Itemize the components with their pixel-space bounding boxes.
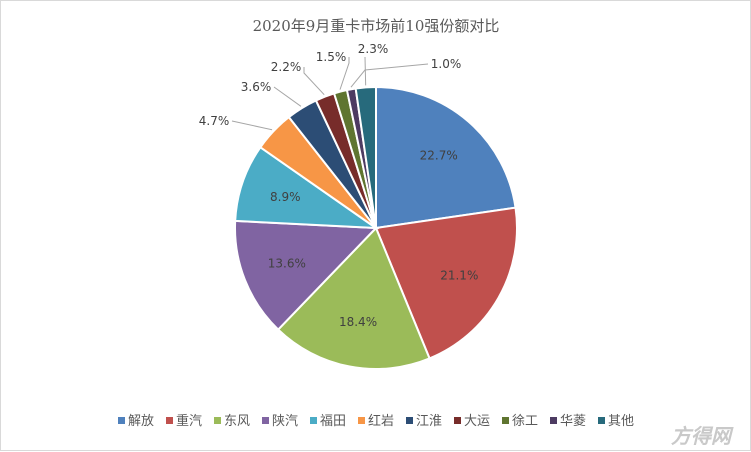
legend-swatch-3 <box>214 417 221 424</box>
data-label-7: 3.6% <box>241 80 272 94</box>
data-label-9: 1.5% <box>316 50 347 64</box>
data-label-5: 8.9% <box>270 190 301 204</box>
legend-label-5: 福田 <box>320 414 346 429</box>
pie-slice-2 <box>374 206 518 360</box>
leader-line-9 <box>339 57 350 90</box>
legend-swatch-8 <box>454 417 461 424</box>
pie-slices <box>234 85 518 370</box>
leader-lines <box>231 56 429 131</box>
legend-swatch-5 <box>310 417 317 424</box>
data-label-8: 2.2% <box>271 60 302 74</box>
data-label-10: 1.0% <box>431 57 462 71</box>
pie-slice-1 <box>375 85 517 230</box>
legend: 解放 重汽 东风 陕汽 福田 红岩 江淮 大运 徐工 华菱 其他 <box>118 413 634 429</box>
legend-label-1: 解放 <box>128 414 154 429</box>
pie-slice-3 <box>276 226 431 370</box>
data-label-3: 18.4% <box>339 315 377 329</box>
legend-label-8: 大运 <box>464 414 490 429</box>
legend-label-7: 江淮 <box>416 414 442 429</box>
legend-swatch-10 <box>550 417 557 424</box>
legend-label-11: 其他 <box>608 414 634 429</box>
leader-line-7 <box>273 86 302 107</box>
legend-swatch-7 <box>406 417 413 424</box>
legend-label-4: 陕汽 <box>272 414 298 429</box>
chart-title: 2020年9月重卡市场前10强份额对比 <box>253 17 500 35</box>
pie-slice-4 <box>234 219 379 331</box>
legend-label-10: 华菱 <box>560 414 586 429</box>
legend-label-3: 东风 <box>224 414 250 429</box>
leader-line-8 <box>303 67 325 96</box>
data-label-11: 2.3% <box>358 42 389 56</box>
legend-swatch-9 <box>502 417 509 424</box>
legend-label-9: 徐工 <box>512 414 538 429</box>
pie-slice-11 <box>354 85 377 229</box>
legend-swatch-1 <box>118 417 125 424</box>
data-labels: 22.7% 21.1% 18.4% 13.6% 8.9% 4.7% 3.6% 2.2% 1.5%… <box>199 42 479 329</box>
data-label-1: 22.7% <box>420 148 458 162</box>
legend-swatch-4 <box>262 417 269 424</box>
legend-label-6: 红岩 <box>368 413 394 429</box>
leader-line-11 <box>364 56 367 86</box>
legend-swatch-6 <box>358 417 365 424</box>
leader-line-6 <box>231 120 273 131</box>
data-label-4: 13.6% <box>268 256 306 270</box>
leader-line-10 <box>350 63 429 88</box>
watermark-text: 方得网 <box>671 424 734 448</box>
legend-swatch-2 <box>166 417 173 424</box>
legend-swatch-11 <box>598 417 605 424</box>
watermark: 方得网 <box>671 424 734 448</box>
data-label-2: 21.1% <box>440 269 478 283</box>
data-label-6: 4.7% <box>199 114 230 128</box>
legend-label-2: 重汽 <box>176 413 202 429</box>
